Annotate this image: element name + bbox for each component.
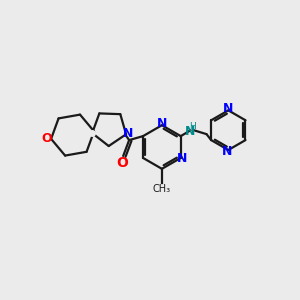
Text: N: N [222,146,232,158]
Text: N: N [123,127,133,140]
Text: O: O [42,132,52,146]
Text: N: N [177,152,187,165]
Text: CH₃: CH₃ [153,184,171,194]
Text: N: N [157,117,167,130]
Text: H: H [189,122,196,131]
Text: N: N [184,125,195,138]
Text: O: O [116,156,128,170]
Text: N: N [223,102,233,115]
